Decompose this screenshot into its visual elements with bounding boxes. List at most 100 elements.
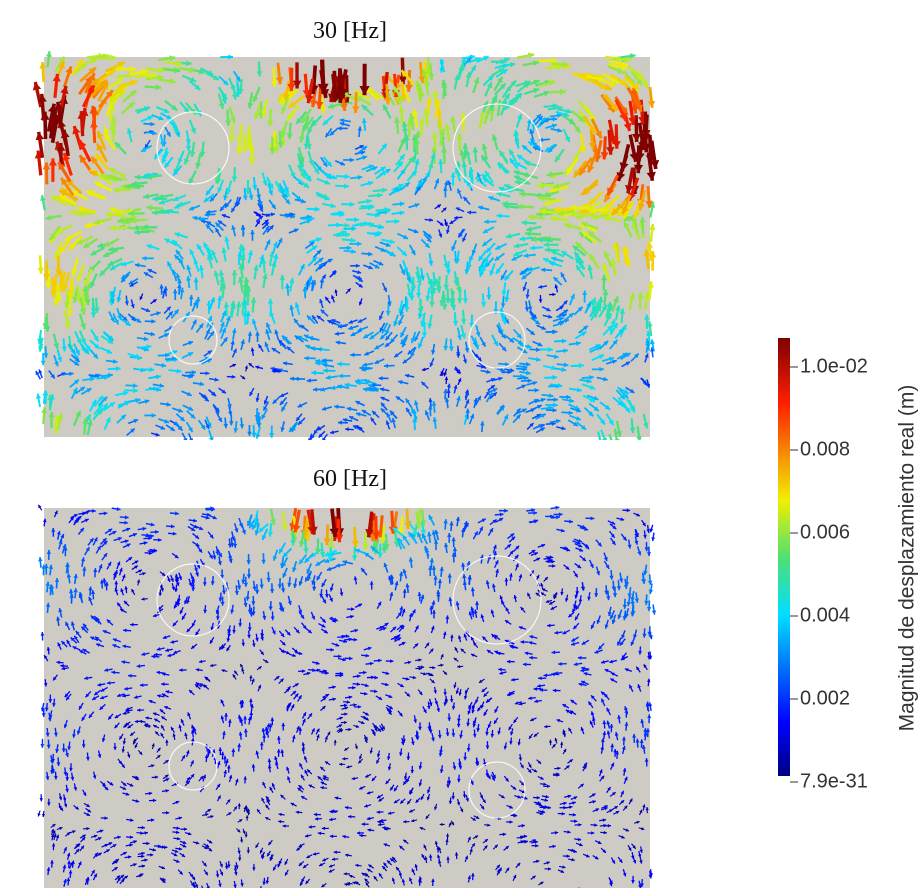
arrow-head bbox=[408, 113, 415, 120]
arrow-head bbox=[43, 353, 49, 358]
arrow-head bbox=[416, 83, 423, 90]
arrow-head bbox=[215, 222, 221, 228]
arrow-head bbox=[451, 537, 456, 542]
arrow-head bbox=[380, 247, 386, 252]
arrow-head bbox=[79, 155, 87, 164]
arrow-head bbox=[532, 839, 537, 843]
arrow-head bbox=[330, 430, 335, 435]
arrow-head bbox=[397, 161, 403, 167]
arrow-head bbox=[379, 387, 385, 392]
arrow-head bbox=[104, 581, 109, 586]
arrow-head bbox=[498, 186, 505, 192]
arrow-head bbox=[198, 548, 203, 553]
arrow-head bbox=[547, 867, 552, 871]
arrow-head bbox=[298, 581, 303, 586]
arrow-head bbox=[547, 623, 551, 628]
arrow-head bbox=[454, 167, 460, 174]
arrow-head bbox=[123, 628, 127, 633]
arrow-head bbox=[388, 711, 392, 715]
arrow-head bbox=[225, 759, 229, 763]
arrow-head bbox=[438, 233, 443, 238]
arrow-head bbox=[557, 63, 564, 71]
arrow-head bbox=[215, 609, 220, 614]
arrow-head bbox=[102, 578, 107, 582]
arrow-head bbox=[367, 180, 374, 186]
arrow-head bbox=[152, 196, 158, 202]
arrow-head bbox=[247, 808, 251, 812]
arrow-head bbox=[538, 195, 545, 202]
arrow-head bbox=[184, 732, 188, 737]
arrow-head bbox=[59, 826, 63, 831]
arrow-head bbox=[143, 346, 149, 352]
arrow-head bbox=[457, 188, 462, 194]
arrow-head bbox=[315, 101, 324, 109]
arrow-head bbox=[418, 658, 422, 662]
arrow-head bbox=[93, 335, 99, 342]
arrow-head bbox=[540, 427, 545, 432]
arrow-head bbox=[462, 359, 468, 364]
arrow-head bbox=[353, 425, 358, 430]
arrow-head bbox=[329, 864, 333, 868]
arrow-head bbox=[80, 557, 86, 562]
arrow-head bbox=[202, 394, 208, 398]
arrow-head bbox=[122, 644, 127, 649]
arrow-head bbox=[298, 420, 303, 425]
arrow-head bbox=[307, 769, 311, 773]
arrow-head bbox=[445, 229, 450, 234]
arrow-head bbox=[235, 778, 239, 783]
arrow-head bbox=[433, 539, 439, 544]
arrow-head bbox=[597, 296, 604, 303]
arrow-head bbox=[478, 679, 483, 683]
arrow-head bbox=[423, 108, 430, 115]
arrow-head bbox=[437, 854, 441, 859]
arrow-head bbox=[419, 691, 423, 695]
arrow-head bbox=[527, 52, 535, 59]
arrow-head bbox=[189, 249, 195, 255]
arrow-head bbox=[608, 419, 614, 426]
arrow-head bbox=[142, 173, 148, 179]
arrow-head bbox=[629, 684, 633, 689]
arrow-head bbox=[205, 424, 210, 430]
arrow-head bbox=[63, 847, 67, 851]
arrow-head bbox=[465, 408, 471, 413]
arrow-head bbox=[203, 242, 209, 248]
arrow-head bbox=[106, 849, 110, 853]
arrow-head bbox=[369, 203, 375, 210]
arrow-head bbox=[472, 817, 476, 821]
arrow-head bbox=[76, 59, 84, 67]
arrow-head bbox=[439, 222, 444, 226]
arrow-head bbox=[577, 837, 582, 842]
arrow-head bbox=[181, 853, 186, 857]
arrow-head bbox=[193, 259, 199, 265]
arrow-head bbox=[496, 213, 502, 219]
arrow-head bbox=[482, 228, 489, 234]
arrow-head bbox=[353, 637, 358, 642]
arrow-head bbox=[292, 690, 297, 695]
arrow-head bbox=[189, 206, 195, 211]
arrow-head bbox=[563, 362, 569, 368]
arrow-head bbox=[41, 813, 46, 818]
arrow-head bbox=[402, 125, 409, 132]
arrow-head bbox=[644, 600, 649, 606]
arrow-head bbox=[377, 820, 381, 824]
arrow-head bbox=[39, 798, 44, 802]
arrow-head bbox=[236, 251, 243, 257]
arrow-head bbox=[179, 668, 183, 672]
arrow-head bbox=[103, 553, 108, 558]
arrow-head bbox=[492, 388, 498, 393]
arrow-head bbox=[151, 319, 156, 324]
arrow-head bbox=[44, 707, 49, 712]
arrow-head bbox=[327, 259, 333, 263]
arrow-head bbox=[581, 231, 589, 238]
arrow-head bbox=[393, 799, 398, 804]
arrow-head bbox=[604, 251, 610, 258]
arrow-head bbox=[481, 364, 486, 369]
arrow-head bbox=[283, 93, 291, 101]
arrow-head bbox=[398, 320, 403, 326]
arrow-head bbox=[75, 848, 80, 853]
arrow-head bbox=[522, 348, 528, 353]
arrow-head bbox=[112, 359, 118, 364]
arrow-head bbox=[161, 362, 167, 368]
arrow-head bbox=[573, 169, 581, 178]
arrow-head bbox=[603, 376, 608, 382]
